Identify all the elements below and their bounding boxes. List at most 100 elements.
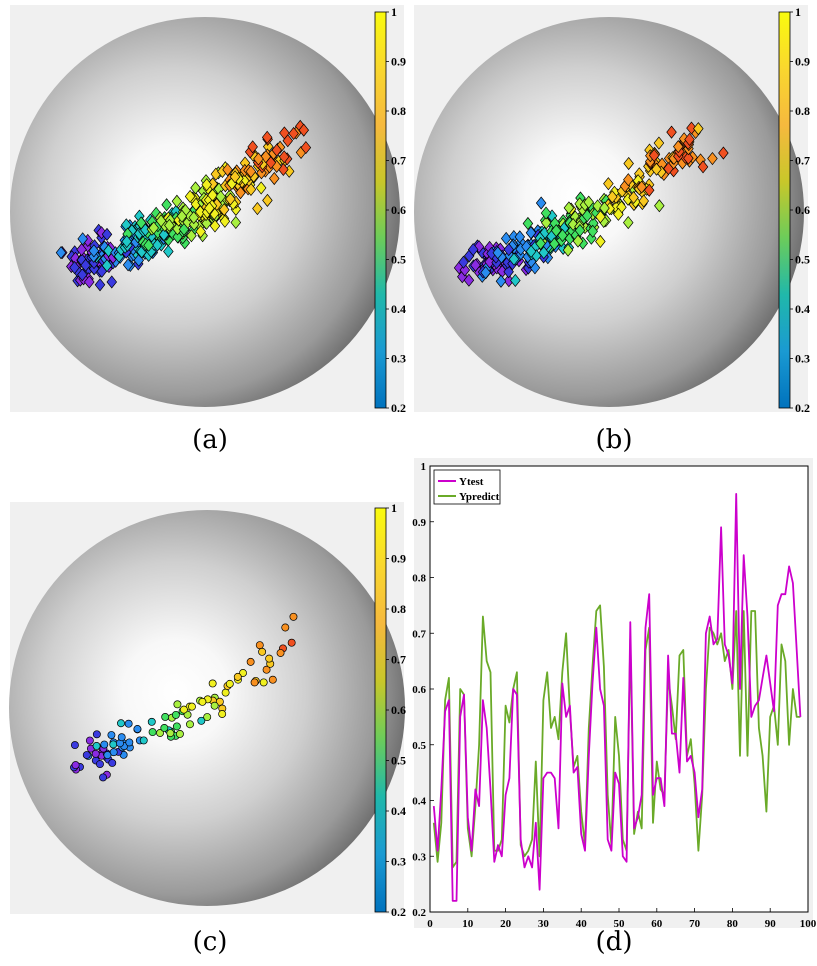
legend-ytest-label: Ytest <box>459 476 484 488</box>
legend-box <box>433 469 501 505</box>
scatter-point <box>235 186 246 200</box>
scatter-point <box>188 217 200 231</box>
panel-c-points <box>70 612 298 782</box>
scatter-point <box>510 273 521 288</box>
scatter-point <box>289 612 298 621</box>
scatter-point <box>298 123 310 137</box>
scatter-point <box>252 201 263 216</box>
scatter-point <box>91 749 100 758</box>
scatter-point <box>239 669 247 677</box>
scatter-point <box>85 736 94 745</box>
panel-d-axes <box>429 465 809 913</box>
panel-b: 0.2 0.3 0.4 0.5 0.6 0.7 0.8 0.9 1 (b) <box>414 5 810 455</box>
scatter-point <box>195 224 206 239</box>
scatter-point <box>171 710 180 719</box>
scatter-point <box>638 194 649 208</box>
scatter-point <box>623 156 634 171</box>
scatter-point <box>184 189 196 203</box>
scatter-point <box>268 675 277 684</box>
scatter-point <box>458 255 469 269</box>
scatter-point <box>229 170 241 184</box>
x-tick-label: 50 <box>614 918 626 930</box>
y-tick-label: 0.6 <box>412 684 426 696</box>
scatter-point <box>525 226 537 240</box>
scatter-point <box>467 243 479 257</box>
scatter-point <box>535 196 547 210</box>
colorbar-tick-label: 1 <box>391 5 397 19</box>
scatter-point <box>94 278 106 292</box>
x-tick-label: 20 <box>500 918 512 930</box>
scatter-point <box>204 201 215 215</box>
scatter-point <box>587 224 598 238</box>
scatter-point <box>300 141 312 155</box>
scatter-point <box>247 140 258 154</box>
x-tick-label: 30 <box>538 918 550 930</box>
scatter-point <box>574 223 586 238</box>
scatter-point <box>603 177 614 191</box>
scatter-point <box>623 216 634 230</box>
x-tick-label: 100 <box>800 918 817 930</box>
scatter-point <box>203 713 212 721</box>
scatter-point <box>215 190 226 204</box>
scatter-point <box>245 165 257 179</box>
scatter-point <box>480 266 491 280</box>
y-tick-label: 0.3 <box>412 851 426 863</box>
scatter-point <box>108 758 117 767</box>
colorbar-tick-label: 0.6 <box>391 203 406 217</box>
scatter-point <box>643 183 655 197</box>
scatter-point <box>92 730 101 739</box>
scatter-point <box>124 719 133 728</box>
scatter-point <box>76 243 87 257</box>
scatter-point <box>287 638 296 647</box>
scatter-point <box>171 194 183 208</box>
scatter-point <box>686 121 697 135</box>
scatter-point <box>163 244 174 259</box>
scatter-point <box>143 238 154 252</box>
scatter-point <box>201 178 212 192</box>
scatter-point <box>562 243 574 257</box>
y-tick-label: 0.8 <box>412 573 426 585</box>
y-tick-label: 1 <box>421 461 427 473</box>
scatter-point <box>581 209 593 223</box>
colorbar-tick-label: 0.9 <box>391 552 406 566</box>
scatter-point <box>156 729 164 737</box>
scatter-point <box>693 122 704 136</box>
colorbar-tick-label: 1 <box>391 501 397 515</box>
scatter-point <box>101 258 113 273</box>
scatter-point <box>265 156 277 170</box>
scatter-point <box>106 275 118 289</box>
scatter-point <box>125 738 134 747</box>
colorbar-tick-label: 0.8 <box>795 104 810 118</box>
scatter-point <box>495 274 507 288</box>
scatter-point <box>197 716 206 725</box>
scatter-point <box>538 246 550 260</box>
x-tick-label: 90 <box>765 918 777 930</box>
x-tick-label: 70 <box>689 918 701 930</box>
scatter-point <box>201 216 212 230</box>
y-tick-label: 0.2 <box>412 907 426 919</box>
colorbar-tick-label: 0.3 <box>795 352 810 366</box>
colorbar-bar <box>374 11 387 409</box>
y-tick-label: 0.9 <box>412 517 426 529</box>
scatter-point <box>80 258 91 272</box>
series-line-ypredict <box>432 604 801 869</box>
panel-c-hemisphere <box>9 510 405 906</box>
scatter-point <box>218 710 227 718</box>
scatter-point <box>557 228 568 243</box>
scatter-point <box>188 211 199 225</box>
colorbar-tick-label: 0.3 <box>391 352 406 366</box>
colorbar-tick-label: 0.2 <box>795 401 810 415</box>
scatter-point <box>172 722 181 731</box>
scatter-point <box>470 258 481 272</box>
panel-d-legend: Ytest Ypredict <box>433 469 501 505</box>
scatter-point <box>613 207 624 221</box>
scatter-point <box>103 244 114 258</box>
scatter-point <box>96 760 104 769</box>
colorbar-tick-label: 0.5 <box>795 253 810 267</box>
colorbar-tick-label: 0.4 <box>391 804 406 818</box>
colorbar-tick-label: 0.2 <box>391 905 406 919</box>
scatter-point <box>84 275 95 289</box>
y-tick-label: 0.5 <box>412 740 426 752</box>
scatter-point <box>233 672 242 681</box>
colorbar-tick-label: 0.5 <box>391 253 406 267</box>
